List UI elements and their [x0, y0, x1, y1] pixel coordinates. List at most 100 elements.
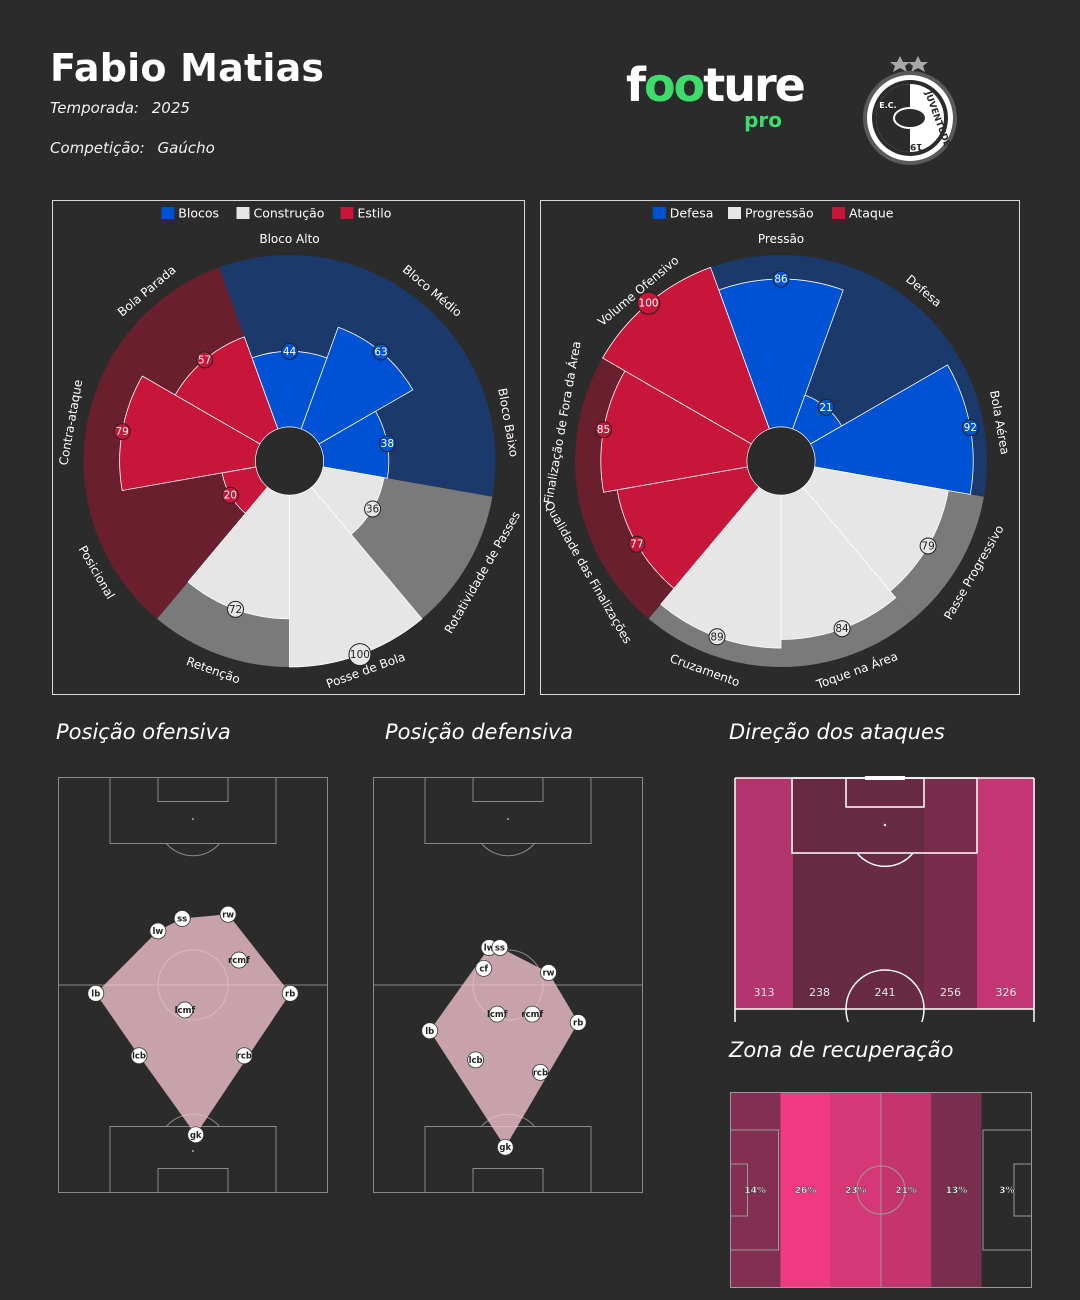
player-label-rb: rb	[573, 1018, 583, 1028]
value-label-qualidade-das-finalizacoes: 77	[630, 539, 643, 551]
polar-chart-estilo: Blocos Construção Estilo 44 Bloco Alto 63 Bloc…	[52, 200, 525, 695]
legend-label-blocos: Blocos	[178, 206, 219, 221]
competition-value: Gaúcho	[157, 139, 215, 157]
value-label-volume-ofensivo: 100	[639, 298, 659, 310]
value-badge-passe-progressivo	[919, 537, 937, 555]
footure-pro-logo: footure pro	[626, 58, 806, 132]
legend-swatch-estilo	[340, 207, 354, 219]
legend-label-progressao: Progressão	[745, 206, 814, 221]
value-badge-retencao	[227, 600, 245, 618]
value-badge-volume-ofensivo	[637, 291, 661, 315]
player-dot-ss	[173, 910, 191, 927]
value-label-defesa: 21	[819, 402, 832, 414]
recovery-zone-5	[931, 1092, 982, 1288]
penalty-arc	[856, 852, 914, 868]
value-badge-bloco-alto	[281, 342, 298, 360]
player-label-lb: lb	[425, 1027, 434, 1037]
player-label-cf: cf	[479, 964, 488, 974]
chart-frame	[540, 200, 1020, 695]
recovery-zone-value-2: 26%	[795, 1186, 817, 1196]
goal-box-right	[1013, 1163, 1032, 1217]
value-badge-rotatividade-de-passes	[364, 500, 382, 518]
category-label-bloco-alto: Bloco Alto	[259, 232, 319, 246]
title-direcao-ataques: Direção dos ataques	[729, 720, 945, 744]
recovery-zone-2	[780, 1092, 831, 1288]
goal-box-left	[730, 1163, 748, 1217]
player-dot-rcb	[235, 1047, 253, 1065]
player-label-rcb: rcb	[237, 1052, 252, 1062]
value-label-finalizacao-de-fora-da-area: 85	[597, 424, 610, 436]
attack-lane-value-1: 313	[754, 986, 775, 999]
value-label-posse-de-bola: 100	[350, 649, 370, 661]
goal-box-bottom	[472, 1168, 544, 1193]
attack-lane-value-5: 326	[996, 986, 1017, 999]
recovery-zone-6	[981, 1092, 1032, 1288]
center-circle	[856, 1165, 906, 1215]
value-badge-defesa	[817, 398, 835, 416]
value-label-cruzamento: 89	[710, 631, 723, 643]
polar-chart-fases: Defesa Progressão Ataque 86 Pressão 21 Defesa 9…	[540, 200, 1020, 695]
bar-bg-defesa	[792, 267, 960, 444]
player-label-rcmf: rcmf	[228, 956, 250, 966]
team-shape-area	[429, 947, 579, 1148]
chart-legend: Blocos Construção Estilo	[161, 206, 391, 221]
bar-bg-posicional	[86, 466, 268, 619]
value-label-passe-progressivo: 79	[921, 540, 934, 552]
title-zona-recuperacao: Zona de recuperação	[729, 1038, 954, 1062]
player-dot-lb	[421, 1022, 439, 1040]
bar-bg-bloco-alto	[219, 255, 360, 430]
player-dot-lcb	[130, 1047, 148, 1065]
player-dot-gk	[496, 1138, 514, 1156]
player-dot-lw	[149, 922, 167, 940]
value-badge-finalizacao-de-fora-da-area	[595, 421, 613, 439]
player-dot-rb	[569, 1014, 587, 1031]
penalty-spot	[883, 823, 887, 827]
player-label-lcmf: lcmf	[487, 1010, 508, 1020]
crest-initials: E.C.	[879, 101, 896, 110]
chart-legend: Defesa Progressão Ataque	[652, 206, 894, 221]
player-label-ss: ss	[495, 944, 505, 954]
legend-label-estilo: Estilo	[358, 206, 392, 221]
player-name: Fabio Matias	[50, 46, 325, 90]
legend-label-construcao: Construção	[254, 206, 325, 221]
player-dot-gk	[187, 1126, 205, 1144]
value-badge-posicional	[221, 486, 239, 504]
value-badge-bloco-medio	[372, 343, 390, 361]
heatmap-direcao-ataques: 313 238 241 256 326	[734, 776, 1035, 1022]
recovery-zone-4	[881, 1092, 932, 1288]
legend-swatch-ataque	[832, 207, 845, 219]
recovery-zone-value-1: 14%	[744, 1186, 766, 1196]
attack-lane-1	[735, 778, 793, 1009]
value-label-bloco-alto: 44	[283, 346, 297, 358]
title-posicao-ofensiva: Posição ofensiva	[56, 720, 231, 744]
season-value: 2025	[151, 99, 190, 117]
legend-swatch-progressao	[728, 207, 741, 219]
value-label-bloco-baixo: 38	[381, 438, 394, 450]
player-label-lcmf: lcmf	[175, 1006, 196, 1016]
polar-center	[746, 426, 816, 496]
value-badge-contra-ataque	[113, 423, 131, 441]
player-label-lcb: lcb	[132, 1052, 146, 1062]
player-label-lcb: lcb	[469, 1056, 483, 1066]
player-label-lb: lb	[91, 989, 100, 999]
recovery-zone-value-3: 23%	[845, 1186, 867, 1196]
attack-lane-value-2: 238	[809, 986, 830, 999]
competition-label: Competição:	[50, 139, 145, 157]
goal-box-top	[472, 777, 544, 802]
attack-lane-5	[977, 778, 1035, 1009]
player-label-gk: gk	[190, 1131, 202, 1141]
pitch-posicao-ofensiva: lw ss rw rcmf rb lb lcmf lcb rcb gk	[58, 777, 328, 1193]
player-dot-cf	[475, 959, 493, 977]
attack-lane-value-3: 241	[875, 986, 896, 999]
category-label-pressao: Pressão	[758, 232, 804, 246]
value-label-bola-parada: 57	[198, 354, 211, 366]
penalty-spot-top	[192, 818, 194, 820]
penalty-spot-bottom	[192, 1150, 194, 1152]
legend-label-ataque: Ataque	[849, 206, 894, 221]
chart-frame	[52, 200, 525, 695]
attack-lane-2	[793, 778, 846, 1009]
value-badge-cruzamento	[708, 628, 726, 646]
competition-row: Competição: Gaúcho	[50, 139, 215, 157]
value-label-rotatividade-de-passes: 36	[366, 503, 380, 515]
team-shape-area	[95, 914, 291, 1135]
